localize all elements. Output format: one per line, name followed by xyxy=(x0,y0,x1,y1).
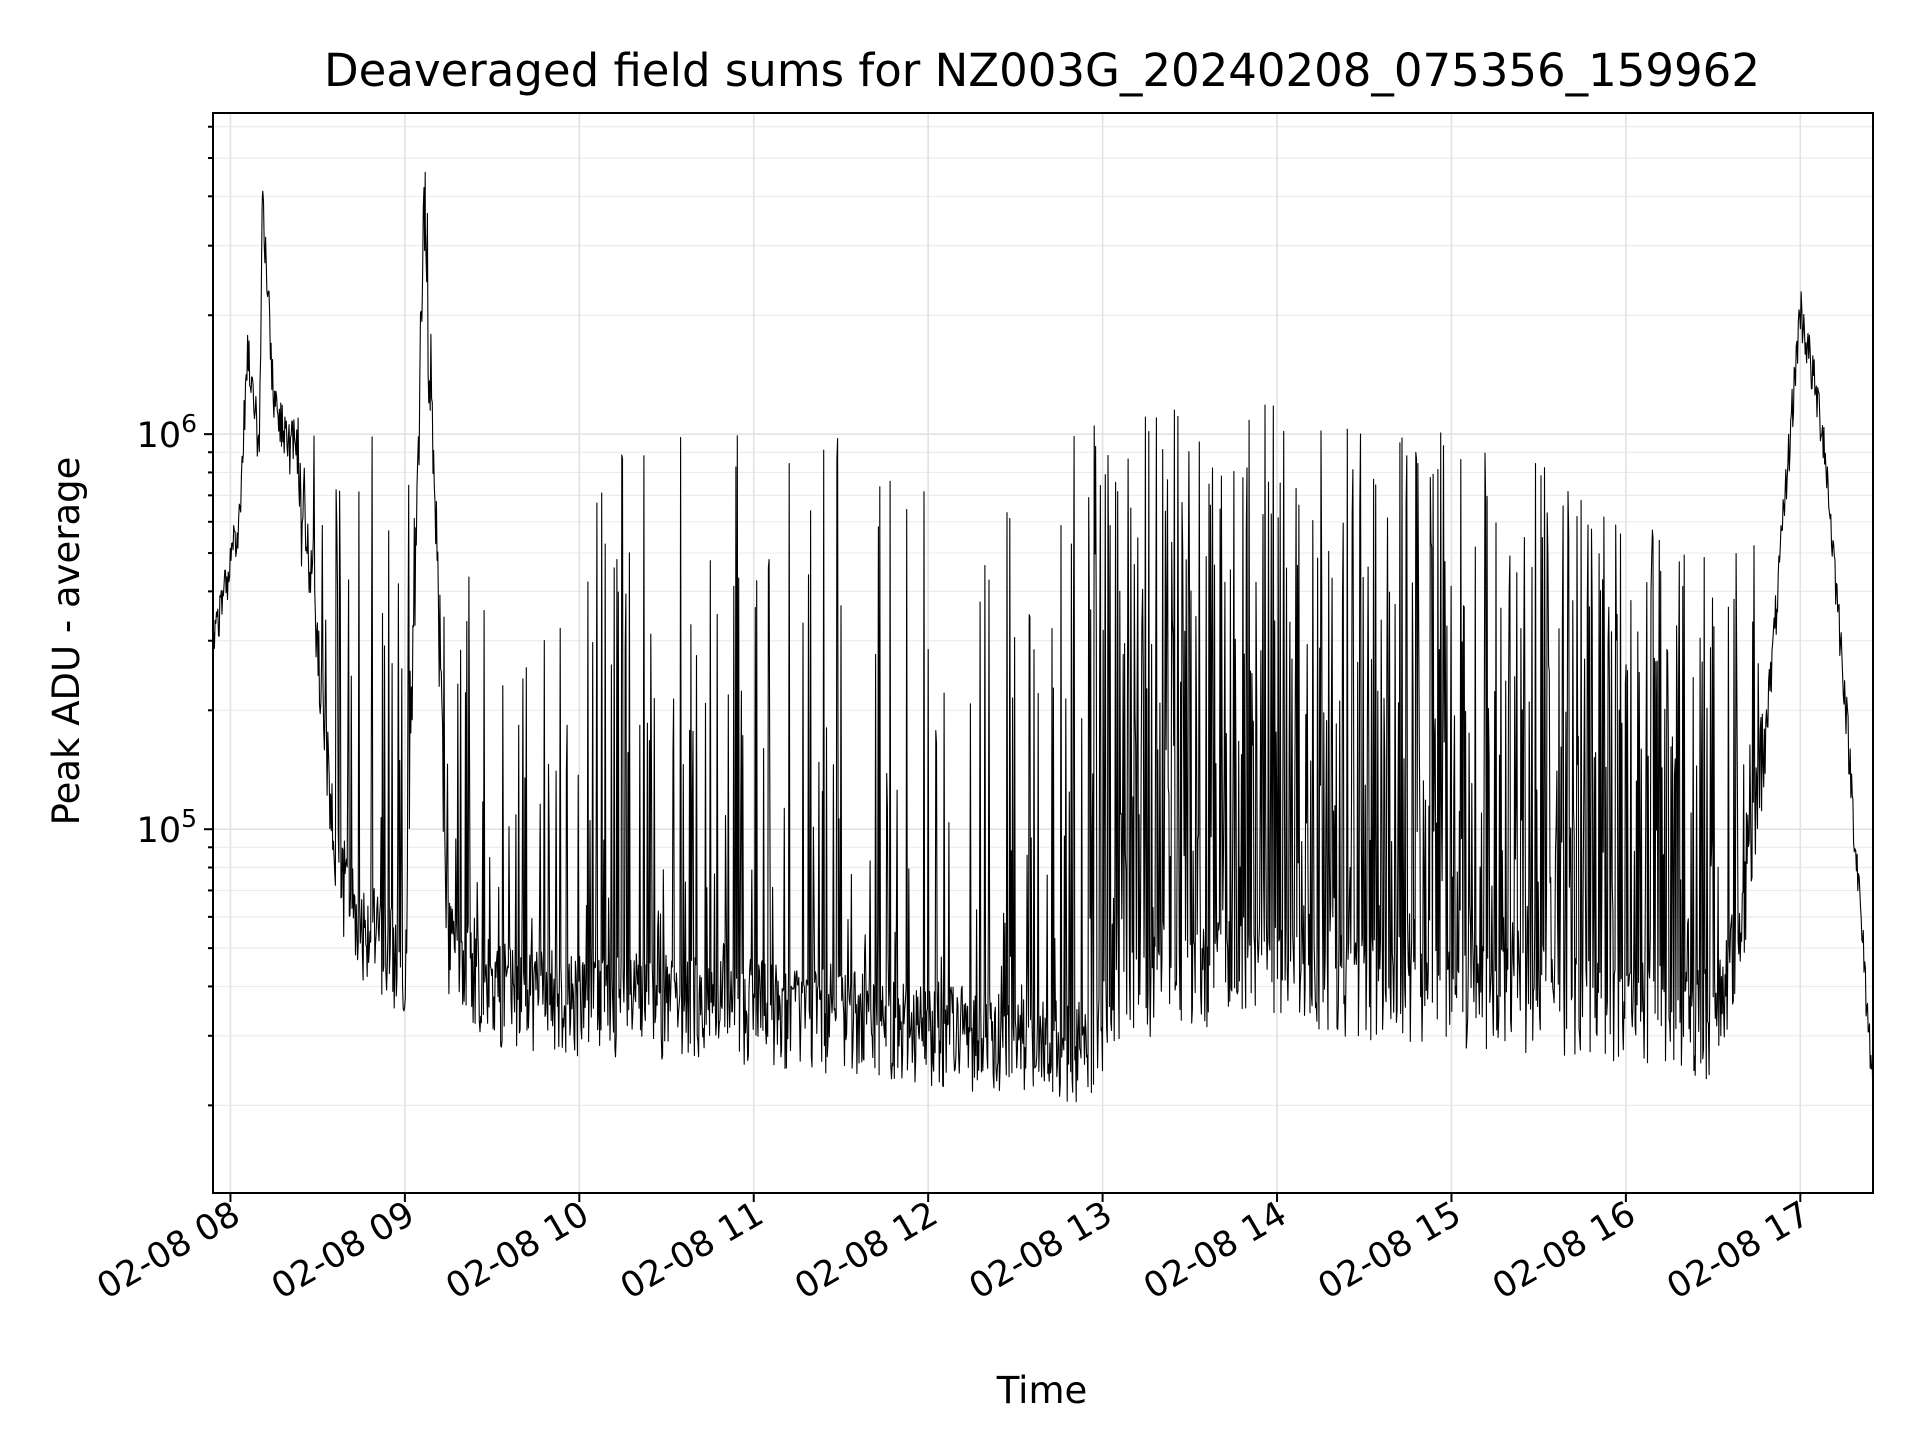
series-line xyxy=(212,171,1874,1109)
x-tick-label: 02-08 14 xyxy=(1137,1194,1293,1307)
chart-title: Deaveraged field sums for NZ003G_2024020… xyxy=(324,44,1760,97)
x-tick-label: 02-08 13 xyxy=(963,1194,1119,1307)
x-tick-label: 02-08 16 xyxy=(1486,1194,1642,1307)
y-tick-base: 10 xyxy=(137,416,182,456)
y-tick-label: 105 xyxy=(137,804,197,851)
x-tick-label: 02-08 09 xyxy=(265,1194,421,1307)
x-tick-label: 02-08 12 xyxy=(788,1194,944,1307)
x-tick-label: 02-08 08 xyxy=(91,1194,247,1307)
y-tick-exponent: 5 xyxy=(181,804,197,833)
y-axis-label: Peak ADU - average xyxy=(45,457,88,826)
plot-frame xyxy=(212,112,1874,1194)
x-tick-label: 02-08 10 xyxy=(440,1194,596,1307)
x-tick-label: 02-08 11 xyxy=(614,1194,770,1307)
x-tick-label: 02-08 15 xyxy=(1312,1194,1468,1307)
x-axis-label: Time xyxy=(996,1369,1088,1412)
y-tick-base: 10 xyxy=(137,811,182,851)
y-tick-exponent: 6 xyxy=(181,409,197,438)
x-tick-label: 02-08 17 xyxy=(1661,1194,1817,1307)
series-layer xyxy=(212,171,1874,1109)
y-tick-label: 106 xyxy=(137,409,197,456)
